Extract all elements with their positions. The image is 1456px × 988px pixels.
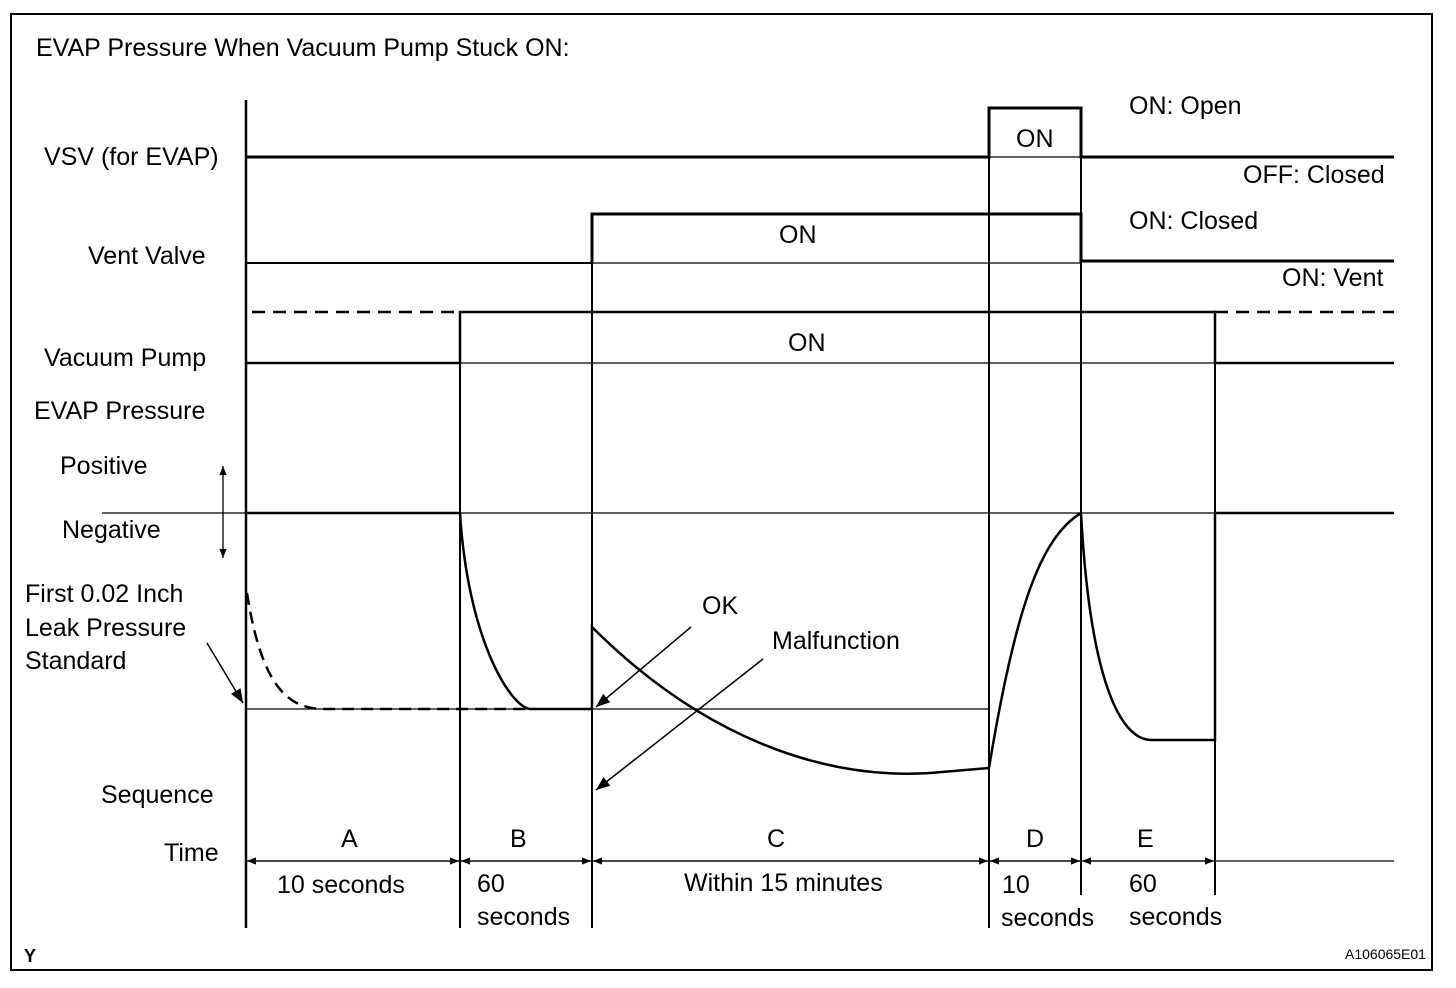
vent-valve-waveform — [246, 212, 1394, 264]
vacuum-pump-label: Vacuum Pump — [44, 344, 207, 372]
phase-dividers — [459, 108, 1216, 928]
phase-e-letter: E — [1137, 825, 1154, 853]
phase-e-duration-1: 60 — [1129, 870, 1157, 898]
annotation-arrows — [206, 626, 764, 791]
vent-state-low: ON: Vent — [1282, 264, 1384, 292]
time-label: Time — [164, 839, 219, 867]
positive-label: Positive — [60, 452, 148, 480]
vsv-state-high: ON: Open — [1129, 92, 1242, 120]
leak-standard-label-3: Standard — [25, 647, 127, 675]
leak-standard-label-2: Leak Pressure — [25, 614, 187, 642]
vent-on-label: ON — [779, 221, 817, 249]
leak-standard-arrow — [206, 642, 244, 704]
corner-mark: Y — [24, 946, 37, 966]
vsv-state-low: OFF: Closed — [1243, 161, 1385, 189]
phase-d-letter: D — [1026, 825, 1045, 853]
vent-valve-label: Vent Valve — [88, 242, 206, 270]
leak-standard-label-1: First 0.02 Inch — [25, 580, 184, 608]
diagram-frame — [10, 13, 1433, 971]
phase-b-duration-2: seconds — [477, 903, 571, 931]
vsv-waveform — [246, 106, 1394, 159]
sequence-label: Sequence — [101, 781, 214, 809]
phase-d-duration-2: seconds — [1001, 904, 1095, 932]
evap-pressure-label: EVAP Pressure — [34, 397, 206, 425]
vacuum-pump-waveform — [246, 310, 1394, 365]
malfunction-arrow — [595, 658, 764, 791]
phase-c-duration: Within 15 minutes — [684, 869, 883, 897]
pump-on-label: ON — [788, 329, 826, 357]
phase-a-duration: 10 seconds — [277, 871, 405, 899]
malfunction-label: Malfunction — [772, 627, 900, 655]
ok-arrow — [595, 626, 692, 708]
phase-b-letter: B — [510, 825, 527, 853]
negative-label: Negative — [62, 516, 161, 544]
ok-label: OK — [702, 592, 739, 620]
vent-state-high: ON: Closed — [1129, 207, 1259, 235]
phase-e-duration-2: seconds — [1129, 903, 1223, 931]
phase-b-duration-1: 60 — [477, 870, 505, 898]
phase-d-duration-1: 10 — [1002, 871, 1030, 899]
vsv-label: VSV (for EVAP) — [44, 143, 219, 171]
vsv-on-label: ON — [1016, 125, 1054, 153]
figure-id: A106065E01 — [1345, 946, 1426, 962]
diagram-title: EVAP Pressure When Vacuum Pump Stuck ON: — [36, 34, 570, 62]
phase-a-letter: A — [341, 825, 358, 853]
evap-pressure-curve — [245, 511, 1394, 775]
phase-c-letter: C — [767, 825, 786, 853]
